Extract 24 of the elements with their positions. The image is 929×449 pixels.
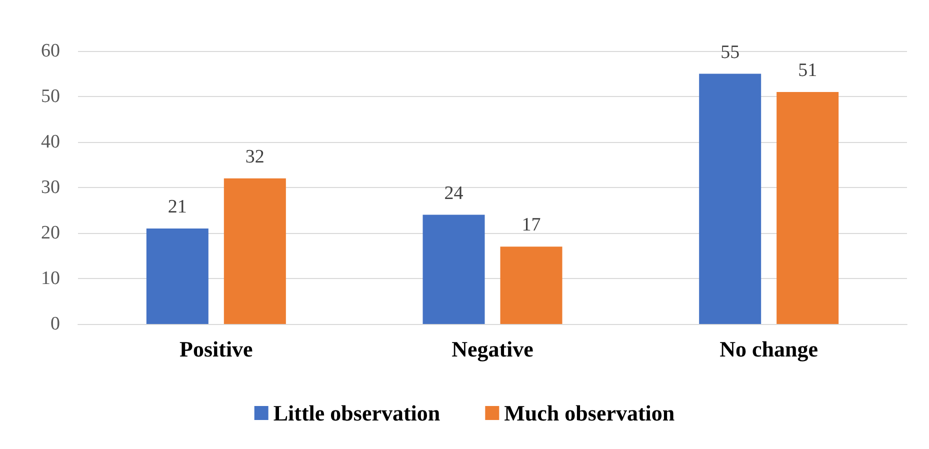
legend-label: Little observation — [273, 400, 440, 426]
y-tick-label: 30 — [41, 177, 60, 198]
data-label: 21 — [168, 196, 187, 218]
data-label: 24 — [444, 182, 464, 204]
y-tick-label: 60 — [41, 40, 60, 62]
y-tick-label: 10 — [41, 268, 60, 289]
bar — [146, 228, 208, 324]
bar — [776, 92, 839, 324]
y-tick-label: 0 — [50, 314, 60, 334]
data-label: 32 — [245, 146, 264, 168]
x-tick-label: Negative — [452, 336, 534, 362]
data-label: 55 — [720, 42, 740, 63]
x-tick-label: No change — [720, 336, 818, 362]
legend-label: Much observation — [504, 400, 675, 426]
bar — [699, 74, 762, 324]
x-tick-label: Positive — [180, 336, 254, 362]
data-label: 51 — [798, 60, 818, 81]
bar — [422, 214, 485, 324]
data-label: 17 — [522, 214, 541, 236]
y-tick-label: 20 — [41, 222, 60, 244]
bar — [224, 178, 286, 324]
bar — [500, 246, 562, 324]
y-tick-label: 50 — [41, 86, 60, 107]
y-tick-label: 40 — [41, 132, 60, 152]
